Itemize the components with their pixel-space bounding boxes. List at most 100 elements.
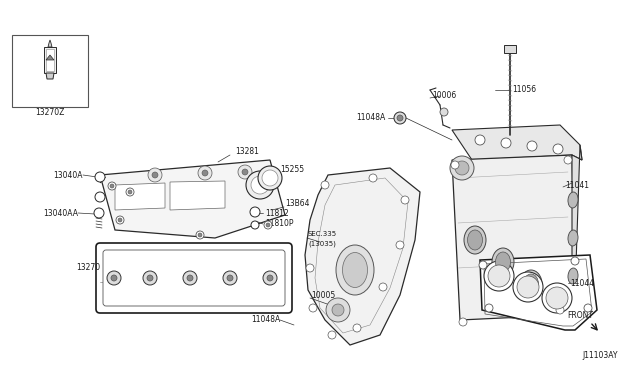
- Text: 13270Z: 13270Z: [35, 108, 65, 117]
- Circle shape: [513, 272, 543, 302]
- Text: 11048A: 11048A: [356, 113, 385, 122]
- Polygon shape: [305, 168, 420, 345]
- Circle shape: [108, 182, 116, 190]
- Polygon shape: [480, 255, 597, 330]
- Text: 13281: 13281: [235, 148, 259, 157]
- FancyBboxPatch shape: [96, 243, 292, 313]
- Circle shape: [198, 233, 202, 237]
- Circle shape: [306, 264, 314, 272]
- Circle shape: [309, 304, 317, 312]
- Circle shape: [328, 331, 336, 339]
- Circle shape: [485, 304, 493, 312]
- Circle shape: [484, 261, 514, 291]
- Text: 10006: 10006: [432, 92, 456, 100]
- Circle shape: [501, 138, 511, 148]
- Circle shape: [148, 168, 162, 182]
- Circle shape: [527, 141, 537, 151]
- Circle shape: [542, 283, 572, 313]
- Text: 11056: 11056: [512, 86, 536, 94]
- Ellipse shape: [336, 245, 374, 295]
- Circle shape: [394, 112, 406, 124]
- Polygon shape: [48, 40, 52, 47]
- Text: 13040AA: 13040AA: [43, 208, 78, 218]
- Circle shape: [459, 318, 467, 326]
- Circle shape: [262, 170, 278, 186]
- Ellipse shape: [467, 230, 483, 250]
- Circle shape: [250, 207, 260, 217]
- Polygon shape: [100, 160, 285, 238]
- Ellipse shape: [568, 230, 578, 246]
- Ellipse shape: [464, 226, 486, 254]
- Text: 13B64: 13B64: [285, 199, 310, 208]
- Polygon shape: [115, 183, 165, 210]
- Polygon shape: [452, 155, 575, 320]
- Circle shape: [187, 275, 193, 281]
- Circle shape: [546, 287, 568, 309]
- Circle shape: [353, 324, 361, 332]
- Circle shape: [517, 276, 539, 298]
- Polygon shape: [452, 125, 582, 160]
- Circle shape: [143, 271, 157, 285]
- Circle shape: [440, 108, 448, 116]
- Circle shape: [223, 271, 237, 285]
- Circle shape: [128, 190, 132, 194]
- Polygon shape: [46, 49, 54, 71]
- Circle shape: [251, 221, 259, 229]
- Text: FRONT: FRONT: [567, 311, 593, 321]
- Circle shape: [258, 166, 282, 190]
- Text: SEC.335: SEC.335: [308, 231, 337, 237]
- Circle shape: [369, 174, 377, 182]
- Bar: [504, 45, 516, 53]
- Circle shape: [227, 275, 233, 281]
- Ellipse shape: [520, 270, 542, 298]
- Circle shape: [584, 304, 592, 312]
- Circle shape: [202, 170, 208, 176]
- Polygon shape: [46, 73, 54, 79]
- Circle shape: [95, 192, 105, 202]
- Circle shape: [238, 165, 252, 179]
- Circle shape: [264, 221, 272, 229]
- Circle shape: [152, 172, 158, 178]
- Circle shape: [326, 298, 350, 322]
- Circle shape: [455, 161, 469, 175]
- Text: 11810P: 11810P: [265, 219, 294, 228]
- Circle shape: [110, 184, 114, 188]
- Ellipse shape: [568, 268, 578, 284]
- Text: 13040A: 13040A: [54, 170, 83, 180]
- Circle shape: [126, 188, 134, 196]
- Circle shape: [111, 275, 117, 281]
- Circle shape: [251, 176, 269, 194]
- Circle shape: [451, 161, 459, 169]
- Circle shape: [475, 135, 485, 145]
- Circle shape: [267, 275, 273, 281]
- Circle shape: [332, 304, 344, 316]
- Circle shape: [116, 216, 124, 224]
- Circle shape: [556, 306, 564, 314]
- Circle shape: [266, 223, 270, 227]
- Circle shape: [379, 283, 387, 291]
- Circle shape: [553, 144, 563, 154]
- Circle shape: [95, 172, 105, 182]
- Circle shape: [183, 271, 197, 285]
- Circle shape: [479, 261, 487, 269]
- Text: 15255: 15255: [280, 164, 304, 173]
- Circle shape: [401, 196, 409, 204]
- Circle shape: [198, 166, 212, 180]
- Circle shape: [147, 275, 153, 281]
- Text: (13035): (13035): [308, 241, 336, 247]
- Text: 13270: 13270: [76, 263, 100, 272]
- Bar: [12, 35, 88, 107]
- Ellipse shape: [524, 274, 538, 294]
- Text: 11044: 11044: [570, 279, 594, 288]
- Text: 11812: 11812: [265, 208, 289, 218]
- Polygon shape: [170, 181, 225, 210]
- Circle shape: [397, 115, 403, 121]
- Text: 10005: 10005: [311, 292, 335, 301]
- Circle shape: [450, 156, 474, 180]
- Ellipse shape: [342, 253, 367, 288]
- Circle shape: [564, 156, 572, 164]
- Polygon shape: [46, 55, 54, 60]
- Ellipse shape: [568, 192, 578, 208]
- Text: 11048A: 11048A: [251, 314, 280, 324]
- Circle shape: [571, 257, 579, 265]
